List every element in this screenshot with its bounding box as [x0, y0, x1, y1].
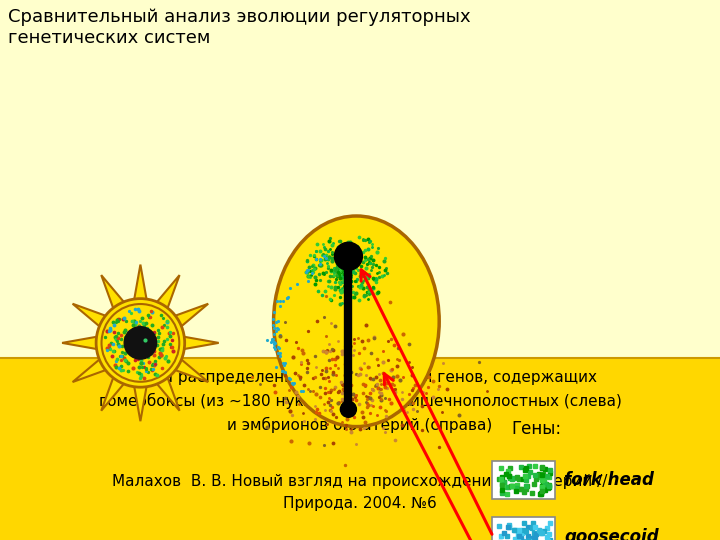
Text: fork head: fork head [564, 471, 654, 489]
Polygon shape [170, 356, 208, 382]
Polygon shape [102, 373, 127, 411]
Circle shape [341, 401, 356, 417]
Polygon shape [179, 336, 219, 350]
Polygon shape [133, 381, 148, 421]
Text: Схема распределения зон экспрессии генов, содержащих
гомеобоксы (из ~180 нуклеот: Схема распределения зон экспрессии генов… [99, 370, 621, 433]
Polygon shape [73, 303, 111, 330]
Polygon shape [153, 373, 179, 411]
Circle shape [96, 299, 185, 387]
Circle shape [334, 242, 362, 271]
Polygon shape [62, 336, 102, 350]
FancyBboxPatch shape [492, 517, 555, 540]
FancyBboxPatch shape [492, 461, 555, 500]
Polygon shape [170, 303, 208, 330]
Polygon shape [133, 265, 148, 305]
Polygon shape [153, 275, 179, 313]
Text: goosecoid: goosecoid [564, 528, 659, 540]
Circle shape [102, 304, 179, 382]
Bar [0, 358, 720, 540]
Polygon shape [73, 356, 111, 382]
Text: Сравнительный анализ эволюции регуляторных
генетических систем: Сравнительный анализ эволюции регуляторн… [8, 8, 471, 47]
Text: Гены:: Гены: [512, 420, 562, 438]
Polygon shape [102, 275, 127, 313]
Circle shape [125, 327, 157, 359]
Ellipse shape [274, 216, 439, 427]
Text: Малахов  В. В. Новый взгляд на происхождение билатерий //
Природа. 2004. №6: Малахов В. В. Новый взгляд на происхожде… [112, 473, 608, 511]
